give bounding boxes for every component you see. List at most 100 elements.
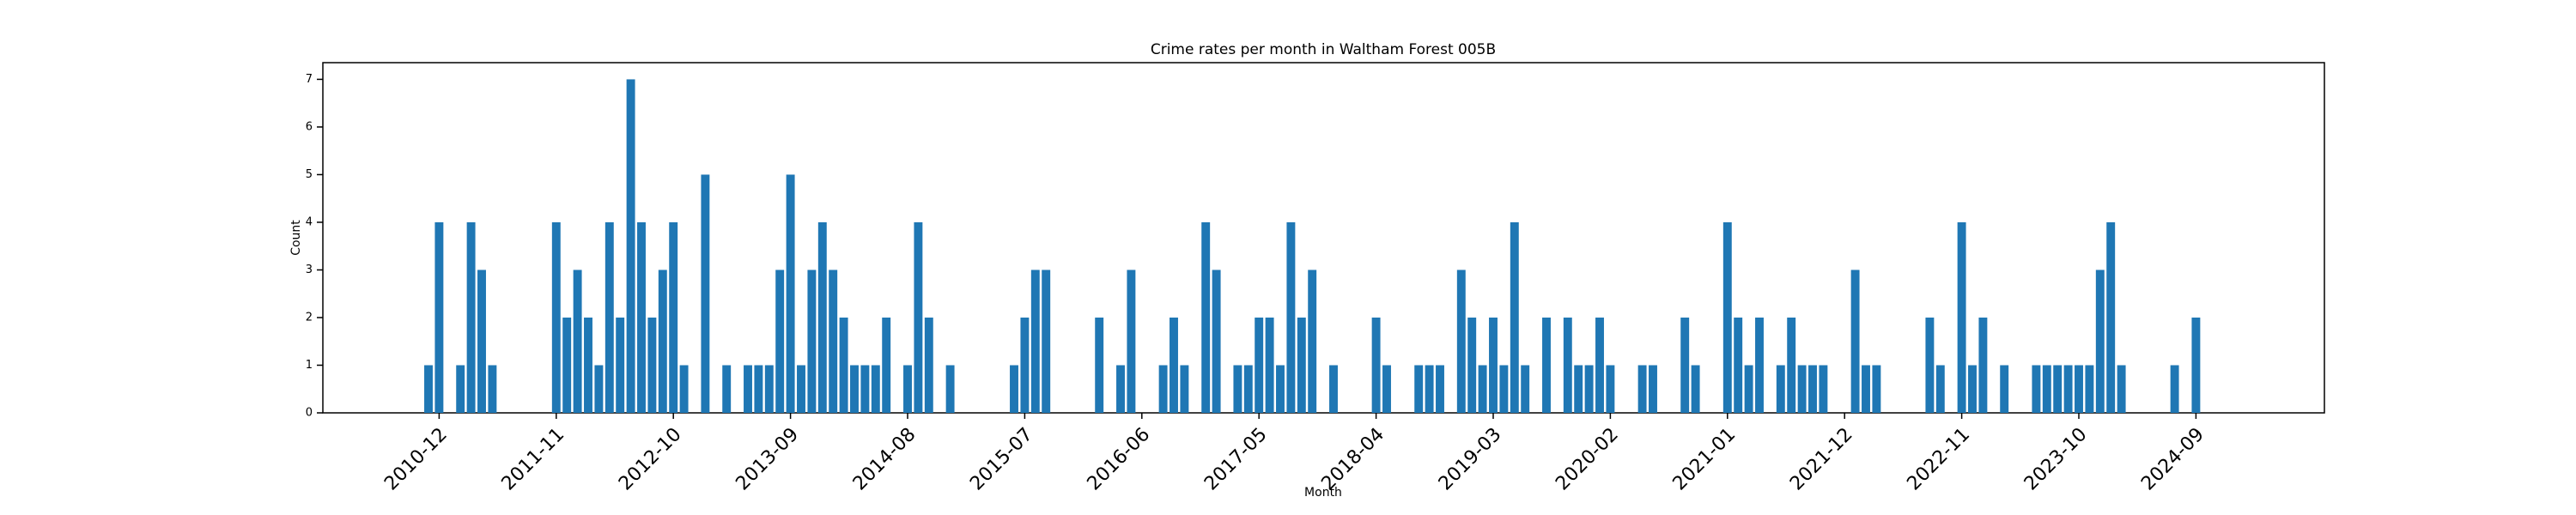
y-tick-label: 1 bbox=[306, 359, 313, 372]
bar bbox=[1925, 317, 1935, 413]
bar bbox=[2063, 365, 2073, 413]
bar bbox=[551, 221, 561, 413]
bar bbox=[1584, 365, 1594, 413]
bar bbox=[1489, 317, 1498, 413]
bar bbox=[2000, 365, 2009, 413]
bar bbox=[764, 365, 774, 413]
bar bbox=[637, 221, 646, 413]
y-tick-label: 4 bbox=[306, 215, 313, 228]
bar bbox=[1722, 221, 1732, 413]
x-tick-label: 2017-05 bbox=[1200, 424, 1272, 495]
x-tick-label: 2019-03 bbox=[1435, 424, 1506, 495]
bar bbox=[616, 317, 625, 413]
bar bbox=[871, 365, 880, 413]
x-tick-label: 2024-09 bbox=[2137, 424, 2208, 495]
y-tick-label: 3 bbox=[306, 264, 313, 276]
bar bbox=[1595, 317, 1604, 413]
bar bbox=[797, 365, 805, 413]
bar bbox=[839, 317, 848, 413]
bar bbox=[903, 365, 912, 413]
plot-frame bbox=[322, 62, 2325, 414]
bar bbox=[1850, 270, 1860, 413]
bar bbox=[679, 365, 689, 413]
bar bbox=[1127, 270, 1136, 413]
x-axis-label: Month bbox=[1304, 486, 1342, 500]
bar bbox=[807, 270, 817, 413]
bar bbox=[424, 365, 433, 413]
y-axis-label: Count bbox=[289, 220, 303, 256]
bar bbox=[1467, 317, 1477, 413]
bar bbox=[1649, 365, 1657, 413]
bar bbox=[1201, 221, 1211, 413]
y-tick-label: 7 bbox=[306, 73, 313, 86]
bar bbox=[701, 174, 710, 413]
bar bbox=[562, 317, 572, 413]
bar bbox=[1095, 317, 1104, 413]
bar bbox=[1680, 317, 1690, 413]
bar bbox=[1382, 365, 1391, 413]
bar bbox=[1521, 365, 1530, 413]
bar bbox=[1010, 365, 1018, 413]
bar bbox=[744, 365, 752, 413]
bar bbox=[466, 221, 476, 413]
bar bbox=[1744, 365, 1753, 413]
chart-title: Crime rates per month in Waltham Forest … bbox=[1151, 41, 1496, 58]
bar bbox=[1510, 221, 1519, 413]
bar bbox=[1819, 365, 1828, 413]
bar bbox=[2053, 365, 2063, 413]
bar bbox=[786, 174, 795, 413]
x-tick-label: 2023-10 bbox=[2020, 424, 2092, 495]
x-tick-label: 2011-11 bbox=[498, 424, 569, 495]
bar bbox=[434, 221, 444, 413]
x-tick-label: 2016-06 bbox=[1084, 424, 1155, 495]
bar bbox=[1255, 317, 1264, 413]
bar bbox=[1286, 221, 1296, 413]
y-tick-label: 5 bbox=[306, 168, 313, 181]
bar bbox=[1574, 365, 1583, 413]
bar bbox=[1233, 365, 1242, 413]
x-tick-label: 2013-09 bbox=[732, 424, 803, 495]
bar bbox=[2032, 365, 2041, 413]
bar bbox=[669, 221, 678, 413]
bar bbox=[1297, 317, 1306, 413]
x-tick-label: 2014-08 bbox=[849, 424, 920, 495]
bar bbox=[1456, 270, 1466, 413]
bar bbox=[914, 221, 923, 413]
bar bbox=[605, 221, 614, 413]
x-tick-label: 2015-07 bbox=[966, 424, 1037, 495]
bar bbox=[584, 317, 592, 413]
bar bbox=[2117, 365, 2126, 413]
bar bbox=[1425, 365, 1434, 413]
bar bbox=[647, 317, 657, 413]
bar bbox=[658, 270, 667, 413]
bar bbox=[1042, 270, 1051, 413]
bar bbox=[1637, 365, 1647, 413]
bar bbox=[1020, 317, 1030, 413]
bar bbox=[1734, 317, 1743, 413]
bar bbox=[2106, 221, 2116, 413]
bar bbox=[1499, 365, 1509, 413]
bar bbox=[882, 317, 891, 413]
x-tick-label: 2012-10 bbox=[615, 424, 686, 495]
bar bbox=[1265, 317, 1274, 413]
bar bbox=[1787, 317, 1796, 413]
bar bbox=[754, 365, 763, 413]
bar bbox=[722, 365, 732, 413]
bar bbox=[945, 365, 955, 413]
bar bbox=[1935, 365, 1945, 413]
bar bbox=[1329, 365, 1338, 413]
bar bbox=[1563, 317, 1572, 413]
bar bbox=[1862, 365, 1870, 413]
bar bbox=[2042, 365, 2051, 413]
bar bbox=[924, 317, 933, 413]
bar bbox=[2095, 270, 2105, 413]
bar bbox=[1691, 365, 1700, 413]
x-tick-label: 2018-04 bbox=[1317, 424, 1388, 495]
bar bbox=[626, 79, 635, 413]
bar bbox=[817, 221, 827, 413]
bar bbox=[1542, 317, 1551, 413]
bar bbox=[860, 365, 870, 413]
bar bbox=[1243, 365, 1253, 413]
bar bbox=[1308, 270, 1317, 413]
bar bbox=[1968, 365, 1977, 413]
